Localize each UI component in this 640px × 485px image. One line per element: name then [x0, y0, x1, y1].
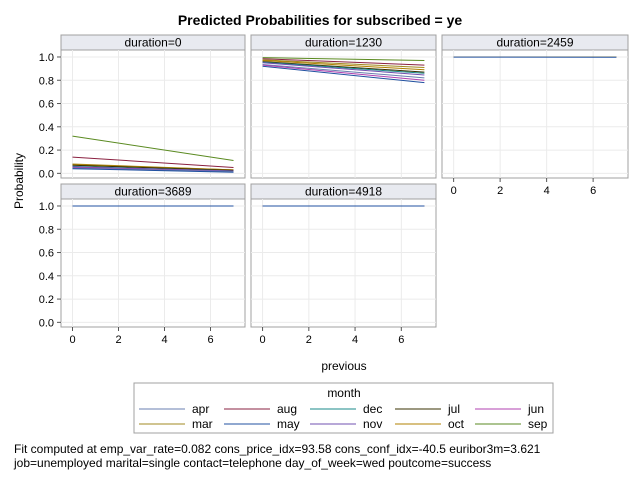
legend-label-may: may	[277, 417, 300, 431]
y-tick-label-1-2: 0.4	[39, 122, 54, 134]
y-tick-label-4-5: 1.0	[39, 201, 54, 213]
legend-label-sep: sep	[528, 417, 548, 431]
x-axis-label: previous	[321, 359, 366, 373]
legend-label-jun: jun	[527, 402, 544, 416]
x-tick-label-4-1: 2	[115, 334, 121, 346]
y-tick-label-1-1: 0.2	[39, 145, 54, 157]
panel-label-4: duration=3689	[114, 185, 191, 199]
y-tick-label-1-5: 1.0	[39, 52, 54, 64]
legend-label-jul: jul	[447, 402, 460, 416]
y-tick-label-1-3: 0.6	[39, 99, 54, 111]
y-tick-label-4-2: 0.4	[39, 271, 54, 283]
x-tick-label-5-1: 2	[306, 334, 312, 346]
panel-plot-area-4	[61, 199, 245, 327]
x-tick-label-5-2: 4	[352, 334, 358, 346]
legend-label-dec: dec	[363, 402, 382, 416]
x-tick-label-4-0: 0	[69, 334, 75, 346]
chart-title: Predicted Probabilities for subscribed =…	[178, 12, 463, 28]
y-tick-label-4-0: 0.0	[39, 317, 54, 329]
x-tick-label-4-2: 4	[161, 334, 167, 346]
y-tick-label-4-4: 0.8	[39, 224, 54, 236]
x-tick-label-3-3: 6	[590, 185, 596, 197]
x-tick-label-3-1: 2	[497, 185, 503, 197]
footnote-line-2: job=unemployed marital=single contact=te…	[14, 456, 491, 470]
panel-plot-area-3	[442, 50, 628, 178]
x-tick-label-3-2: 4	[544, 185, 550, 197]
x-tick-label-5-0: 0	[260, 334, 266, 346]
legend-label-apr: apr	[192, 402, 209, 416]
y-tick-label-4-1: 0.2	[39, 294, 54, 306]
panel-label-2: duration=1230	[305, 36, 382, 50]
legend-label-oct: oct	[448, 417, 465, 431]
panel-label-1: duration=0	[124, 36, 181, 50]
legend-label-aug: aug	[277, 402, 297, 416]
legend-label-mar: mar	[192, 417, 213, 431]
footnote-line-1: Fit computed at emp_var_rate=0.082 cons_…	[14, 442, 540, 456]
panel-plot-area-1	[61, 50, 245, 178]
panel-label-3: duration=2459	[496, 36, 573, 50]
y-tick-label-1-0: 0.0	[39, 168, 54, 180]
legend-label-nov: nov	[363, 417, 382, 431]
legend-title: month	[327, 386, 360, 400]
x-tick-label-5-3: 6	[398, 334, 404, 346]
panel-label-5: duration=4918	[305, 185, 382, 199]
y-tick-label-4-3: 0.6	[39, 248, 54, 260]
x-tick-label-4-3: 6	[207, 334, 213, 346]
panel-plot-area-5	[251, 199, 436, 327]
x-tick-label-3-0: 0	[451, 185, 457, 197]
y-tick-label-1-4: 0.8	[39, 75, 54, 87]
y-axis-label: Probability	[12, 153, 26, 209]
